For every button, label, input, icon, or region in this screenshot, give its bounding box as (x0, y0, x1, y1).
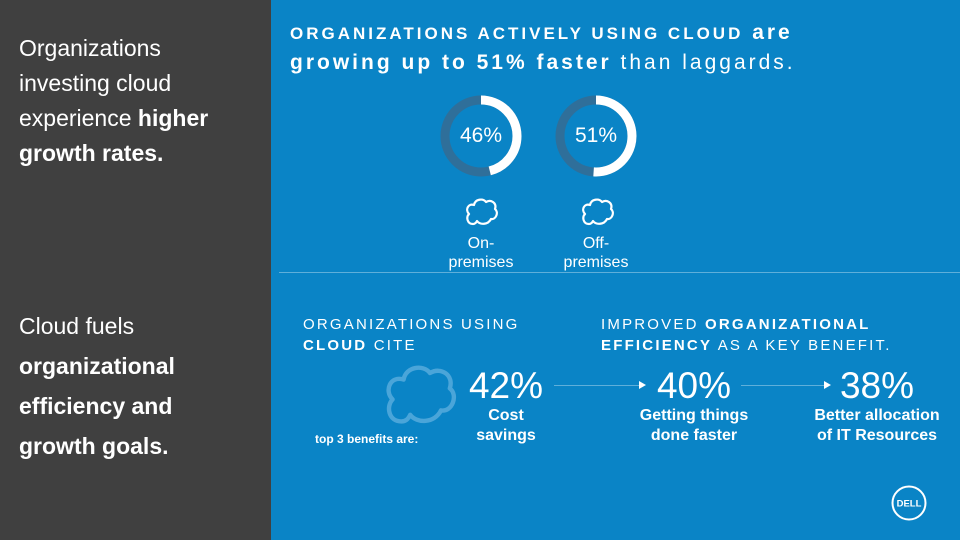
donut-on-premises-chart (440, 95, 522, 177)
arrow-head-icon (824, 381, 831, 389)
arrow-connector (741, 381, 831, 389)
subheading-right-bold-2: EFFICIENCY (601, 337, 713, 354)
section-divider (279, 272, 960, 273)
stat-getting-things-done-caption-2: done faster (650, 427, 738, 444)
headline-bold: growing up to 51% faster (290, 51, 612, 74)
headline-are: are (743, 21, 793, 44)
label-on-premises: On- premises (431, 234, 531, 272)
dell-logo-text: DELL (897, 499, 922, 510)
headline-caps: ORGANIZATIONS ACTIVELY USING CLOUD (290, 24, 744, 43)
donut-off-premises: 51% (554, 94, 638, 178)
donut-fill (440, 95, 522, 177)
stat-better-allocation: 38% Better allocation of IT Resources (799, 366, 955, 446)
stat-better-allocation-value: 38% (839, 365, 915, 406)
left-statement-2-line-1: Cloud fuels (19, 313, 135, 339)
left-statement-2-line-2: organizational (19, 353, 175, 379)
cloud-icon (580, 197, 614, 227)
right-panel: ORGANIZATIONS ACTIVELY USING CLOUD are g… (271, 0, 960, 540)
left-statement-2-line-4: growth goals. (19, 433, 169, 459)
left-statement-1-line-3-bold: higher (137, 105, 209, 131)
donut-off-premises-chart (555, 95, 637, 177)
headline-tail: than laggards. (611, 51, 796, 74)
label-off-premises-line-2: premises (563, 254, 629, 271)
dell-logo: DELL (890, 484, 928, 522)
subheading-left: ORGANIZATIONS USING CLOUD CITE (303, 314, 520, 356)
headline: ORGANIZATIONS ACTIVELY USING CLOUD are g… (290, 18, 950, 77)
subheading-right-bold-1: ORGANIZATIONAL (704, 316, 871, 333)
subheading-right-tail: AS A KEY BENEFIT. (712, 337, 892, 354)
stat-cost-savings-caption-2: savings (476, 427, 536, 444)
cloud-icon (464, 197, 498, 227)
left-statement-2-line-3: efficiency and (19, 393, 173, 419)
subheading-right-regular: IMPROVED (601, 316, 705, 333)
stat-getting-things-done: 40% Getting things done faster (621, 366, 767, 446)
subheading-left-tail: CITE (367, 337, 417, 354)
label-off-premises: Off- premises (546, 234, 646, 272)
stat-getting-things-done-value: 40% (656, 365, 732, 406)
stat-cost-savings: 42% Cost savings (451, 366, 561, 446)
left-statement-2: Cloud fuels organizational efficiency an… (19, 306, 175, 466)
left-statement-1-line-2: investing cloud (19, 70, 172, 96)
subheading-right: IMPROVED ORGANIZATIONAL EFFICIENCY AS A … (601, 314, 892, 356)
stat-cost-savings-value: 42% (468, 365, 544, 406)
arrow-connector (554, 381, 646, 389)
donut-on-premises-value: 46% (459, 124, 503, 147)
cloud-icon (381, 362, 457, 428)
top3-benefits-label: top 3 benefits are: (315, 432, 419, 446)
stat-better-allocation-caption-2: of IT Resources (816, 427, 938, 444)
left-statement-1: Organizations investing cloud experience… (19, 31, 208, 171)
left-panel: Organizations investing cloud experience… (0, 0, 271, 540)
left-statement-1-line-3: experience higher (19, 101, 208, 136)
arrow-head-icon (639, 381, 646, 389)
donut-off-premises-value: 51% (574, 124, 618, 147)
left-statement-1-line-1: Organizations (19, 35, 161, 61)
subheading-left-bold: CLOUD (303, 337, 368, 354)
stat-better-allocation-caption-1: Better allocation (814, 407, 940, 424)
left-statement-1-line-3-regular: experience (19, 105, 138, 131)
subheading-left-line-1: ORGANIZATIONS USING (303, 316, 520, 333)
label-off-premises-line-1: Off- (582, 235, 610, 252)
left-statement-1-line-4: growth rates. (19, 140, 164, 166)
donut-on-premises: 46% (439, 94, 523, 178)
label-on-premises-line-2: premises (448, 254, 514, 271)
label-on-premises-line-1: On- (467, 235, 495, 252)
donut-fill (555, 95, 637, 177)
stat-cost-savings-caption-1: Cost (488, 407, 524, 424)
stat-getting-things-done-caption-1: Getting things (639, 407, 749, 424)
